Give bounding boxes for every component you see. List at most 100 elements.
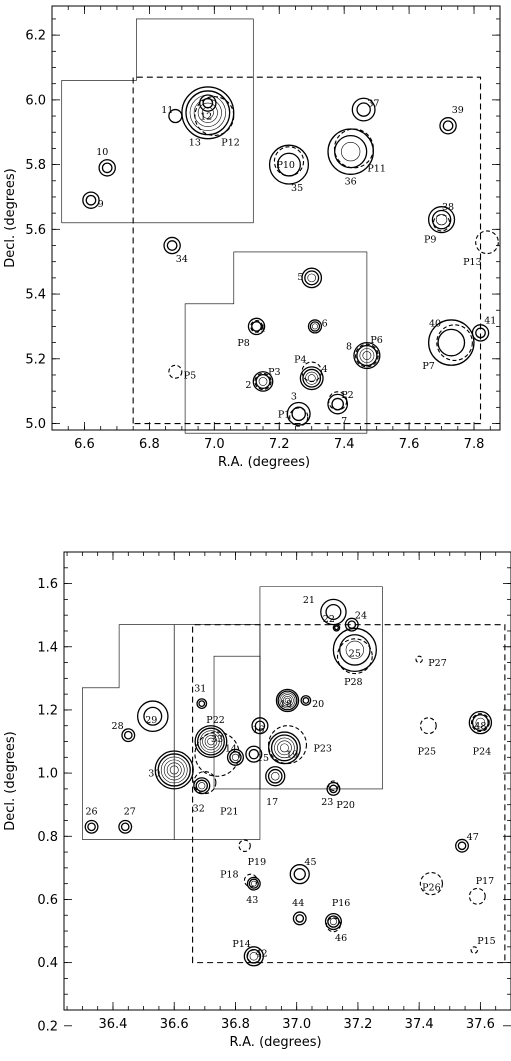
source-label: 31: [194, 683, 206, 694]
source-marker: [84, 819, 99, 834]
source-inner-ring: [248, 878, 259, 889]
survey-region: [173, 624, 261, 840]
source-inner-ring: [254, 720, 266, 731]
source-label: 17: [266, 797, 278, 808]
candidate-marker: [432, 214, 451, 232]
survey-region-dashed: [132, 76, 482, 425]
source-marker: [163, 236, 181, 255]
x-tick-label: 7.2: [269, 437, 290, 452]
source-label: 1: [260, 324, 266, 335]
x-tick-label: 7.0: [204, 437, 225, 452]
candidate-marker: [246, 949, 261, 964]
source-inner-ring: [160, 756, 188, 784]
source-inner-ring: [274, 737, 295, 759]
source-inner-ring: [471, 714, 489, 732]
source-label: 14: [225, 743, 237, 754]
source-label: 20: [312, 699, 324, 710]
candidate-marker: [168, 364, 183, 379]
source-inner-ring: [284, 697, 291, 704]
source-marker: [121, 728, 136, 743]
y-tick-label: 6.0: [25, 93, 46, 108]
source-marker: [427, 206, 456, 234]
source-marker: [301, 267, 323, 289]
source-marker: [275, 688, 300, 713]
source-label: 21: [303, 595, 315, 606]
source-inner-ring: [279, 692, 296, 709]
source-inner-ring: [356, 102, 371, 117]
candidate-label: P4: [294, 354, 306, 365]
source-inner-ring: [195, 779, 208, 792]
source-marker: [265, 766, 286, 787]
y-tick-label: 5.4: [25, 288, 46, 303]
source-marker: [455, 838, 469, 853]
source-inner-ring: [198, 700, 206, 708]
candidate-marker: [243, 873, 258, 888]
candidate-label: P7: [422, 361, 434, 372]
source-label: 30: [148, 769, 160, 780]
source-label: 46: [335, 933, 347, 944]
source-marker: [332, 627, 377, 673]
source-inner-ring: [311, 323, 318, 330]
source-inner-ring: [334, 135, 368, 169]
source-inner-ring: [329, 918, 337, 926]
source-label: 10: [96, 147, 108, 158]
source-inner-ring: [270, 734, 298, 762]
source-inner-ring: [307, 273, 317, 283]
source-inner-ring: [199, 730, 223, 753]
candidate-marker: [468, 887, 486, 905]
source-label: 11: [161, 105, 173, 116]
candidate-label: P1: [278, 409, 290, 420]
source-inner-ring: [185, 90, 231, 136]
plot-frame: [51, 5, 501, 431]
upper-panel: 6.6 6.8 7.0 7.2 7.4 7.6 7.8 5.0 5.2 5.4 5.6 5.8 6.0 6…: [3, 5, 501, 470]
x-tick-label: 7.6: [399, 437, 420, 452]
source-marker: [332, 623, 341, 632]
candidate-marker: [355, 343, 379, 368]
source-label: 25: [349, 649, 361, 660]
source-label: 37: [367, 99, 379, 110]
candidate-marker: [415, 655, 423, 664]
candidate-marker: [470, 946, 478, 954]
source-inner-ring: [163, 759, 185, 781]
source-label: 42: [255, 949, 267, 960]
source-label: 38: [442, 202, 454, 213]
source-label: 45: [304, 857, 316, 868]
source-inner-ring: [123, 730, 133, 740]
source-marker: [307, 319, 323, 334]
x-tick-label: 7.8: [464, 437, 485, 452]
y-axis-title: Decl. (degrees): [3, 731, 18, 831]
source-label: 43: [246, 895, 258, 906]
candidate-label: P11: [367, 163, 385, 174]
source-inner-ring: [201, 106, 214, 119]
candidate-marker: [333, 128, 374, 169]
source-inner-ring: [305, 371, 319, 385]
source-label: 13: [189, 137, 201, 148]
lower-panel: 36.4 36.6 36.8 37.0 37.2 37.4 37.6 0.2 0.4 0.6 0.8…: [3, 551, 511, 1050]
source-inner-ring: [248, 748, 260, 760]
source-marker: [196, 698, 208, 710]
y-tick-label: 0.2: [37, 1019, 58, 1034]
source-inner-ring: [229, 751, 242, 764]
source-inner-ring: [120, 822, 130, 832]
source-inner-ring: [304, 270, 320, 286]
source-label: 36: [345, 176, 357, 187]
candidate-marker: [194, 731, 240, 777]
source-marker: [468, 710, 493, 735]
y-tick-label: 0.6: [37, 893, 58, 908]
source-label: 44: [292, 898, 304, 909]
source-marker: [327, 393, 349, 415]
source-inner-ring: [325, 603, 342, 621]
candidate-label: P24: [473, 746, 491, 757]
source-inner-ring: [437, 328, 466, 357]
source-inner-ring: [457, 841, 467, 851]
candidate-label: P19: [248, 857, 266, 868]
source-inner-ring: [333, 625, 339, 631]
candidate-marker: [250, 320, 263, 333]
source-marker: [286, 401, 311, 426]
source-label: 47: [467, 832, 479, 843]
y-tick-label: 0.8: [37, 830, 58, 845]
source-inner-ring: [283, 696, 292, 705]
source-marker: [245, 745, 263, 763]
source-marker: [439, 117, 457, 135]
source-label: 7: [341, 416, 347, 427]
